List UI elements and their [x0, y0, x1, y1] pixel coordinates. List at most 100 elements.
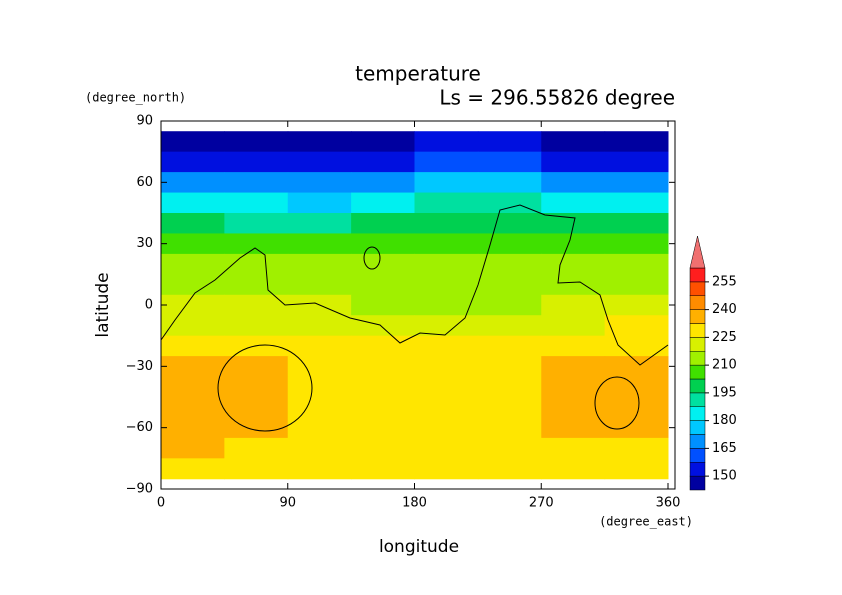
field-cell	[224, 417, 289, 439]
colorbar-bin	[689, 378, 706, 394]
field-cell	[604, 233, 669, 255]
field-cell	[161, 315, 225, 337]
field-cell	[604, 376, 669, 398]
field-cell	[161, 172, 225, 194]
field-cell	[351, 356, 415, 378]
field-cell	[477, 233, 542, 255]
field-cell	[224, 437, 289, 459]
field-cell	[477, 151, 542, 173]
field-cell	[224, 376, 289, 398]
field-cell	[477, 335, 542, 357]
field-cell	[287, 233, 352, 255]
field-cell	[351, 376, 415, 398]
field-cell	[351, 233, 415, 255]
field-cell	[161, 233, 225, 255]
field-cell	[161, 458, 225, 480]
field-cell	[287, 356, 352, 378]
field-cell	[477, 397, 542, 418]
field-cell	[604, 437, 669, 459]
colorbar-bin	[689, 448, 706, 463]
field-cell	[224, 397, 289, 418]
field-cell	[224, 294, 289, 316]
field-cell	[351, 417, 415, 439]
field-cell	[477, 274, 542, 296]
field-cell	[604, 458, 669, 480]
y-tick-label: 0	[145, 298, 153, 313]
colorbar-bin	[689, 323, 706, 338]
field-cell	[477, 437, 542, 459]
colorbar-bin	[689, 392, 706, 407]
colorbar-bin	[689, 309, 706, 324]
contour-line	[160, 204, 669, 366]
field-cell	[477, 458, 542, 480]
field-cell	[224, 356, 289, 378]
field-cell	[351, 131, 415, 153]
field-cell	[541, 151, 606, 173]
field-cell	[161, 213, 225, 234]
field-cell	[541, 397, 606, 418]
y-tick-label: 90	[136, 114, 153, 129]
field-cell	[414, 213, 479, 234]
field-cell	[351, 458, 415, 480]
field-cell	[161, 356, 225, 378]
field-cell	[541, 274, 606, 296]
field-cell	[414, 417, 479, 439]
field-cell	[414, 437, 479, 459]
field-cell	[477, 417, 542, 439]
field-cell	[351, 151, 415, 173]
field-cell	[224, 274, 289, 296]
field-cell	[541, 294, 606, 316]
field-cell	[287, 253, 352, 275]
y-tick-label: 60	[136, 175, 153, 190]
field-cell	[287, 376, 352, 398]
field-cell	[541, 437, 606, 459]
colorbar-bin	[689, 434, 706, 449]
field-cell	[414, 131, 479, 153]
field-cell	[161, 253, 225, 275]
y-unit: (degree_north)	[85, 91, 186, 105]
field-cell	[604, 397, 669, 418]
field-cell	[287, 192, 352, 214]
x-tick-label: 270	[529, 496, 554, 511]
field-cell	[477, 172, 542, 194]
x-tick-label: 360	[656, 496, 681, 511]
field-cell	[604, 213, 669, 234]
field-cell	[287, 315, 352, 337]
field-cell	[541, 172, 606, 194]
field-cell	[541, 213, 606, 234]
field-cell	[161, 376, 225, 398]
field-cell	[224, 253, 289, 275]
colorbar-bin	[689, 337, 706, 352]
colorbar-extension	[689, 235, 706, 269]
field	[161, 131, 669, 480]
x-unit: (degree_east)	[599, 515, 693, 529]
field-cell	[604, 253, 669, 275]
field-cell	[224, 213, 289, 234]
field-cell	[604, 151, 669, 173]
field-cell	[161, 417, 225, 439]
field-cell	[161, 192, 225, 214]
field-cell	[287, 417, 352, 439]
field-cell	[477, 315, 542, 337]
field-cell	[604, 356, 669, 378]
field-cell	[414, 397, 479, 418]
chart-subtitle: Ls = 296.55826 degree	[439, 86, 675, 110]
field-cell	[351, 213, 415, 234]
contour-line	[217, 344, 313, 432]
y-axis-label: latitude	[93, 272, 113, 337]
field-cell	[161, 274, 225, 296]
colorbar-tick-label: 180	[712, 413, 737, 428]
colorbar-tick-label: 210	[712, 358, 737, 373]
field-cell	[287, 458, 352, 480]
field-cell	[224, 172, 289, 194]
colorbar-tick-label: 255	[712, 274, 737, 289]
field-cell	[541, 192, 606, 214]
field-cell	[414, 151, 479, 173]
field-cell	[224, 233, 289, 255]
field-cell	[414, 294, 479, 316]
field-cell	[604, 315, 669, 337]
y-tick-label: 30	[136, 236, 153, 251]
field-cell	[351, 192, 415, 214]
field-cell	[477, 192, 542, 214]
